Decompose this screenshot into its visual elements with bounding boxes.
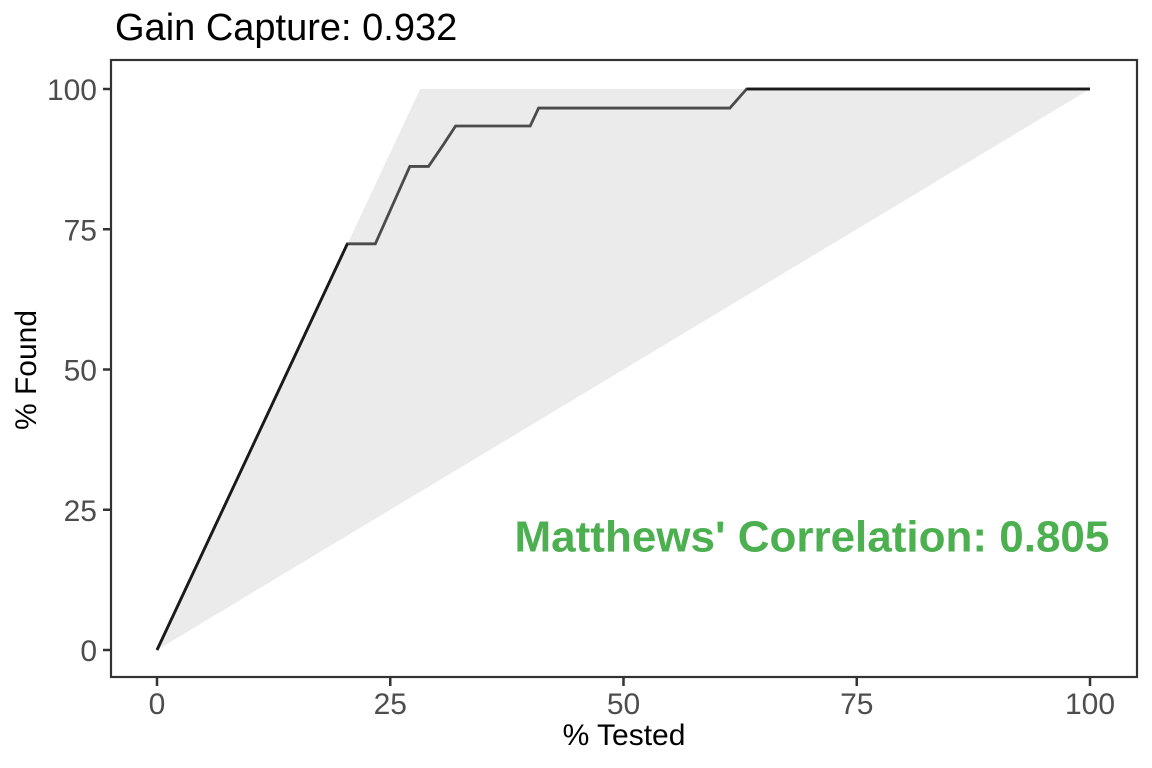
x-tick-label: 0 [149,688,166,721]
y-tick-label: 25 [64,495,97,528]
y-tick-label: 50 [64,355,97,388]
y-tick-label: 75 [64,214,97,247]
y-axis-ticks: 0 25 50 75 100 [47,74,111,668]
x-tick-label: 50 [607,688,640,721]
series-gain-curve [155,87,1090,651]
y-tick-label: 0 [80,635,97,668]
x-axis-title: % Tested [563,719,686,752]
x-axis-ticks: 0 25 50 75 100 [149,678,1115,721]
chart-annotations: Matthews' Correlation: 0.805 [515,512,1110,561]
matthews-correlation-annotation: Matthews' Correlation: 0.805 [515,512,1110,561]
y-tick-label: 100 [47,74,97,107]
series-ideal-overlap-rise [155,243,349,651]
x-tick-label: 75 [840,688,873,721]
gain-curve-lines [155,87,1090,651]
ideal-region-shade [157,89,1090,650]
y-axis-title: % Found [10,310,43,430]
x-tick-label: 25 [374,688,407,721]
x-tick-label: 100 [1065,688,1115,721]
plot-title: Gain Capture: 0.932 [115,7,457,49]
